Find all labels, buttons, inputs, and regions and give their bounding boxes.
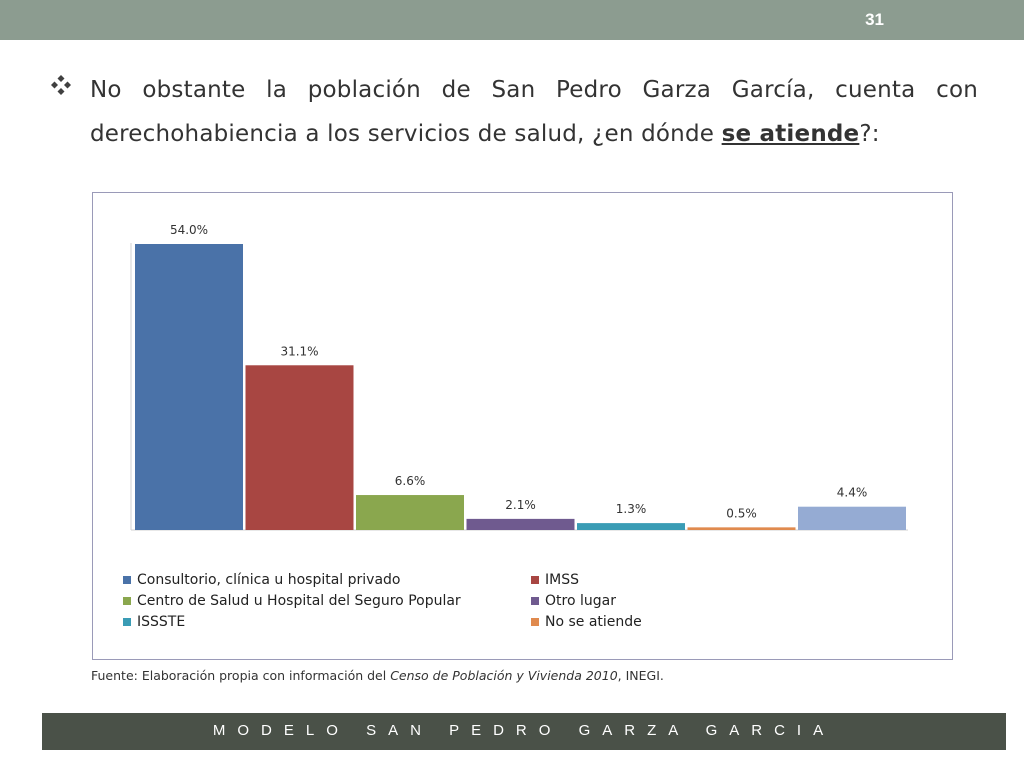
- bar-chart: 54.0% 31.1% 6.6% 2.1% 1.3% 0.5% 4.4% Consultori…: [123, 223, 908, 630]
- data-label: 0.5%: [726, 506, 757, 520]
- legend-swatch: [531, 618, 539, 626]
- legend-label: IMSS: [545, 572, 579, 588]
- bar: [687, 527, 796, 530]
- source-prefix: Fuente: Elaboración propia con informaci…: [91, 668, 391, 683]
- bar: [245, 365, 354, 530]
- bar: [466, 518, 575, 530]
- source-note: Fuente: Elaboración propia con informaci…: [91, 668, 664, 683]
- diamond-bullet-icon: [51, 75, 71, 95]
- data-label: 4.4%: [837, 486, 868, 500]
- bar: [135, 244, 243, 530]
- bar: [356, 495, 464, 530]
- chart-frame: 54.0% 31.1% 6.6% 2.1% 1.3% 0.5% 4.4% Consultori…: [92, 192, 953, 660]
- legend-swatch: [123, 597, 131, 605]
- legend-label: Centro de Salud u Hospital del Seguro Po…: [137, 593, 461, 609]
- source-title: Censo de Población y Vivienda 2010: [390, 668, 618, 683]
- data-label: 31.1%: [280, 344, 318, 358]
- legend-label: No se atiende: [545, 614, 642, 630]
- legend-swatch: [123, 576, 131, 584]
- bar: [798, 506, 906, 530]
- data-label: 2.1%: [505, 498, 536, 512]
- legend-swatch: [531, 576, 539, 584]
- legend-swatch: [531, 597, 539, 605]
- legend-label: Otro lugar: [545, 593, 616, 609]
- heading-text: No obstante la población de San Pedro Ga…: [90, 77, 978, 147]
- footer-title: MODELO SAN PEDRO GARZA GARCIA: [212, 722, 836, 739]
- slide-heading: No obstante la población de San Pedro Ga…: [90, 68, 978, 156]
- bar: [577, 523, 685, 530]
- data-label: 1.3%: [616, 502, 647, 516]
- data-label: 54.0%: [170, 223, 208, 237]
- top-bar: 31: [0, 0, 1024, 40]
- heading-suffix: ?:: [859, 121, 880, 147]
- slide-number: 31: [865, 10, 884, 29]
- source-suffix: , INEGI.: [617, 668, 664, 683]
- legend-swatch: [123, 618, 131, 626]
- data-label: 6.6%: [395, 474, 426, 488]
- legend-label: ISSSTE: [137, 614, 185, 630]
- heading-emphasis: se atiende: [721, 121, 860, 147]
- footer-bar: MODELO SAN PEDRO GARZA GARCIA: [42, 713, 1006, 750]
- legend-label: Consultorio, clínica u hospital privado: [137, 572, 401, 588]
